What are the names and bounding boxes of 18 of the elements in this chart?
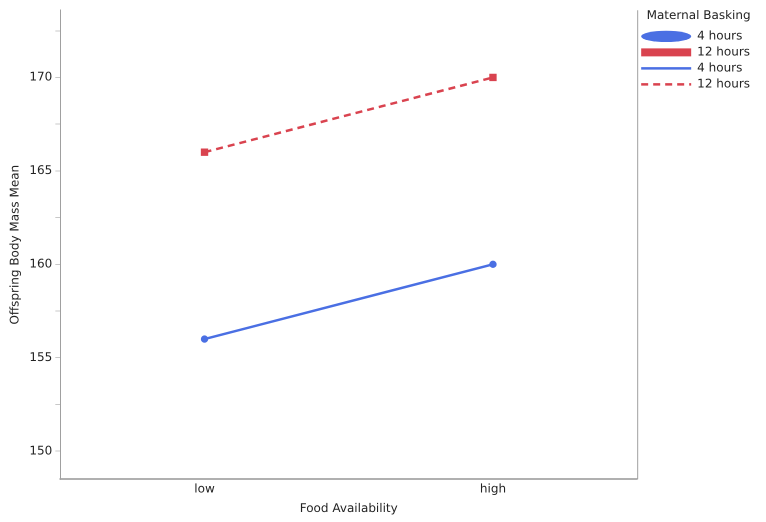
legend-label: 4 hours (697, 60, 742, 75)
x-axis-title: Food Availability (300, 500, 398, 515)
point (489, 260, 497, 268)
y-axis-title: Offspring Body Mass Mean (7, 164, 22, 325)
y-tick-label: 165 (29, 163, 52, 178)
y-tick-label: 150 (29, 443, 52, 458)
point (200, 148, 208, 156)
legend-label: 12 hours (697, 44, 750, 59)
legend-label: 12 hours (697, 76, 750, 91)
y-tick-label: 160 (29, 256, 52, 270)
y-tick-label: 170 (29, 70, 52, 84)
y-tick-label: 155 (29, 350, 52, 364)
legend-title: Maternal Basking (646, 8, 751, 22)
point (200, 335, 208, 343)
x-tick-label: low (194, 482, 215, 496)
point (489, 74, 497, 82)
x-tick-label: high (480, 482, 506, 496)
legend-label: 4 hours (697, 28, 742, 43)
